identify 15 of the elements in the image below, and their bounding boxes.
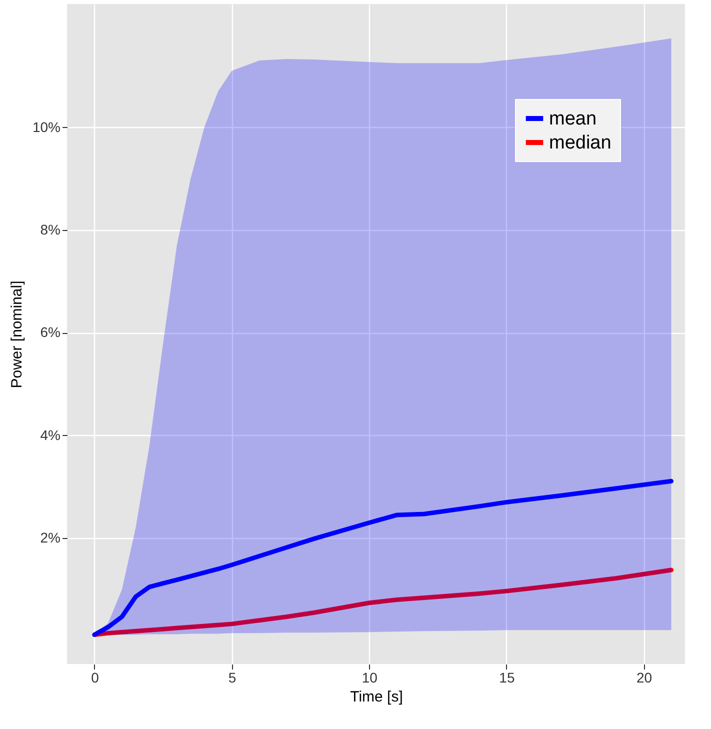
y-tick-label: 10% xyxy=(32,118,60,135)
line-series xyxy=(92,478,674,637)
x-tick-label: 0 xyxy=(91,670,100,686)
y-tick-label: 6% xyxy=(40,324,60,340)
x-axis-title: Time [s] xyxy=(350,688,403,706)
y-tick-label: 4% xyxy=(40,426,60,443)
x-tick-label: 15 xyxy=(499,670,515,686)
y-axis-title: Power [nominal] xyxy=(8,280,26,388)
x-tick-label: 5 xyxy=(228,670,236,686)
x-tick-label: 10 xyxy=(362,670,378,686)
legend-label: mean xyxy=(549,108,597,130)
legend-label: median xyxy=(549,132,612,154)
y-tick-label: 8% xyxy=(40,221,60,238)
x-tick-label: 20 xyxy=(636,670,652,686)
y-tick-label: 2% xyxy=(40,530,60,546)
